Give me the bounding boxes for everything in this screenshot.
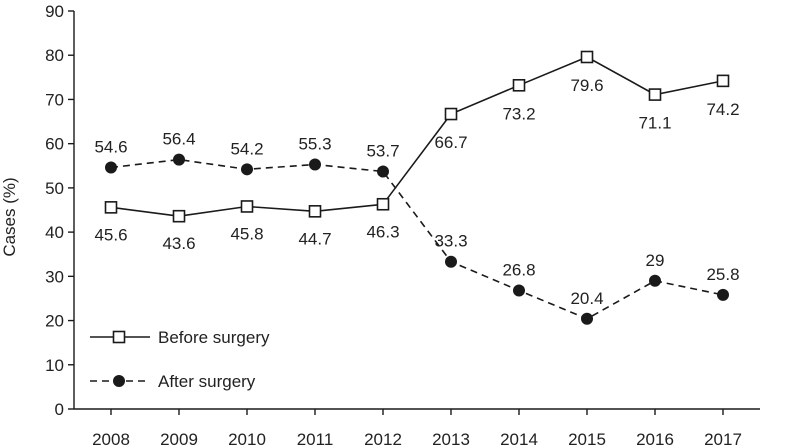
x-tick-label: 2015 <box>568 430 606 448</box>
y-tick-label: 50 <box>45 179 64 198</box>
data-label: 43.6 <box>162 234 195 253</box>
legend-label-after-surgery: After surgery <box>158 372 256 391</box>
series-line <box>110 158 724 320</box>
data-point <box>581 312 593 325</box>
data-point <box>716 74 730 88</box>
data-point <box>513 284 525 297</box>
data-point <box>717 288 729 301</box>
data-point <box>309 158 321 171</box>
data-point <box>241 163 253 176</box>
y-tick-label: 20 <box>45 312 64 331</box>
data-label: 55.3 <box>298 134 331 153</box>
x-tick-label: 2013 <box>432 430 470 448</box>
y-tick-label: 60 <box>45 135 64 154</box>
y-axis-ticks: 0 10 20 30 40 50 60 70 80 90 <box>45 2 74 419</box>
data-point <box>308 205 322 218</box>
data-point <box>444 107 458 121</box>
data-label: 26.8 <box>502 260 535 279</box>
data-label: 44.7 <box>298 229 331 248</box>
legend: Before surgery After surgery <box>90 328 270 391</box>
data-label: 66.7 <box>434 133 467 152</box>
data-label: 56.4 <box>162 130 195 149</box>
data-point <box>580 50 594 64</box>
x-tick-label: 2011 <box>297 430 334 448</box>
data-label: 45.8 <box>230 224 263 243</box>
series-after-surgery: 54.6 56.4 54.2 55.3 53.7 33.3 26.8 20.4 29 25.8 <box>94 130 740 325</box>
data-point <box>377 165 389 178</box>
data-point <box>445 255 457 268</box>
data-label: 71.1 <box>638 114 671 133</box>
x-tick-label: 2016 <box>636 430 674 448</box>
data-label: 45.6 <box>94 225 127 244</box>
data-label: 74.2 <box>706 100 739 119</box>
data-point <box>240 200 254 213</box>
data-point <box>172 209 186 223</box>
y-tick-label: 40 <box>45 223 64 242</box>
data-label: 25.8 <box>706 265 739 284</box>
data-label: 33.3 <box>434 232 467 251</box>
x-tick-label: 2010 <box>228 430 266 448</box>
x-tick-label: 2012 <box>364 430 402 448</box>
data-label: 54.6 <box>94 138 127 157</box>
data-point <box>105 161 117 174</box>
legend-label-before-surgery: Before surgery <box>158 328 270 347</box>
legend-marker-after-surgery <box>113 375 125 387</box>
chart-axes <box>73 11 760 410</box>
x-axis-ticks: 2008 2009 2010 2011 2012 2013 2014 2015 2016 2017 <box>92 409 742 448</box>
x-tick-label: 2008 <box>92 430 130 448</box>
x-tick-label: 2014 <box>500 430 538 448</box>
x-tick-label: 2009 <box>160 430 198 448</box>
data-label: 79.6 <box>570 76 603 95</box>
y-tick-label: 70 <box>45 90 64 109</box>
y-tick-label: 30 <box>45 267 64 286</box>
series-layer: 45.6 43.6 45.8 44.7 46.3 66.7 73.2 79.6 71.1 74.2… <box>94 50 740 325</box>
data-label: 29 <box>646 251 665 270</box>
y-tick-label: 90 <box>45 2 64 21</box>
y-tick-label: 80 <box>45 46 64 65</box>
data-point <box>376 197 390 211</box>
data-label: 73.2 <box>502 104 535 123</box>
x-tick-label: 2017 <box>704 430 742 448</box>
y-axis-title: Cases (%) <box>0 177 19 256</box>
data-point <box>173 153 185 166</box>
series-line <box>110 56 724 218</box>
data-point <box>104 201 118 214</box>
data-point <box>649 274 661 287</box>
data-label: 20.4 <box>570 289 603 308</box>
legend-item-before-surgery: Before surgery <box>90 328 270 347</box>
y-tick-label: 0 <box>55 400 64 419</box>
series-before-surgery: 45.6 43.6 45.8 44.7 46.3 66.7 73.2 79.6 71.1 74.2 <box>94 50 740 253</box>
legend-item-after-surgery: After surgery <box>90 372 256 391</box>
data-label: 54.2 <box>230 139 263 158</box>
y-tick-label: 10 <box>45 356 64 375</box>
data-label: 53.7 <box>366 142 399 161</box>
data-point <box>512 78 526 92</box>
data-label: 46.3 <box>366 222 399 241</box>
legend-marker-before-surgery <box>112 330 126 344</box>
data-point <box>648 88 662 101</box>
